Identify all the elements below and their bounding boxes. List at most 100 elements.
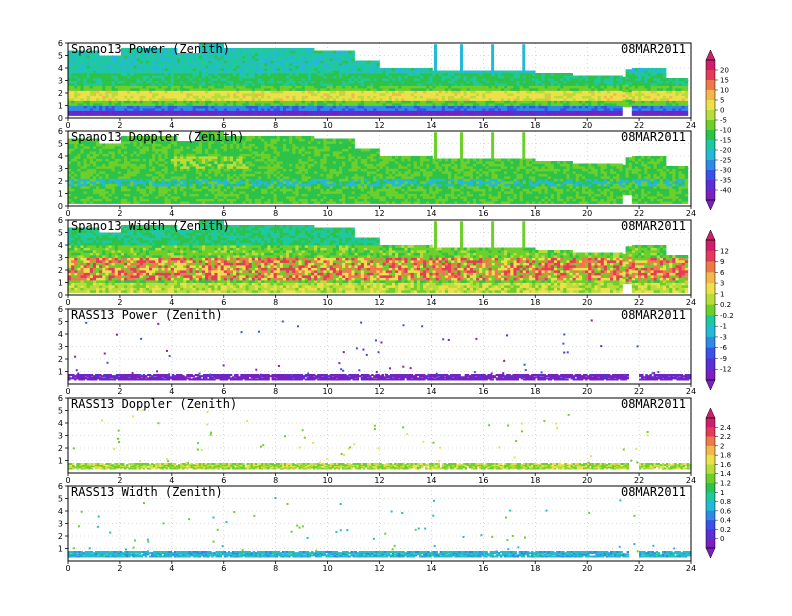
data-cell — [616, 113, 619, 116]
data-cell — [513, 71, 516, 74]
data-cell — [551, 98, 554, 101]
data-cell — [155, 101, 158, 104]
data-cell — [286, 101, 289, 104]
data-cell — [638, 103, 641, 106]
data-cell — [246, 113, 249, 116]
data-cell — [255, 53, 258, 56]
data-cell — [594, 111, 597, 114]
data-cell — [255, 88, 258, 91]
data-cell — [554, 91, 557, 94]
data-cell — [342, 101, 345, 104]
data-cell — [314, 98, 317, 101]
data-cell — [112, 73, 115, 76]
data-cell — [149, 106, 152, 109]
data-cell — [252, 101, 255, 104]
data-cell — [336, 98, 339, 101]
data-cell — [286, 48, 289, 51]
data-cell — [492, 113, 495, 116]
data-cell — [520, 83, 523, 86]
data-cell — [305, 81, 308, 84]
data-cell — [146, 108, 149, 111]
data-cell — [115, 154, 118, 157]
data-cell — [473, 83, 476, 86]
data-cell — [685, 93, 688, 96]
data-cell — [498, 101, 501, 104]
data-cell — [295, 91, 298, 94]
data-cell — [140, 103, 143, 106]
data-cell — [607, 96, 610, 99]
data-cell — [124, 71, 127, 74]
data-cell — [289, 88, 292, 91]
data-cell — [320, 83, 323, 86]
data-cell — [682, 81, 685, 84]
data-cell — [342, 108, 345, 111]
data-cell — [292, 66, 295, 69]
data-cell — [109, 159, 112, 162]
data-cell — [345, 101, 348, 104]
data-cell — [395, 91, 398, 94]
data-cell — [90, 161, 93, 164]
data-cell — [93, 154, 96, 157]
data-cell — [591, 78, 594, 81]
y-tick-label: 2 — [58, 89, 63, 98]
data-cell — [464, 108, 467, 111]
data-cell — [339, 106, 342, 109]
data-cell — [242, 103, 245, 106]
data-cell — [541, 73, 544, 76]
data-cell — [404, 71, 407, 74]
data-cell — [504, 81, 507, 84]
data-cell — [168, 113, 171, 116]
data-cell — [255, 98, 258, 101]
data-cell — [255, 91, 258, 94]
data-cell — [355, 103, 358, 106]
data-cell — [526, 98, 529, 101]
data-cell — [582, 91, 585, 94]
data-cell — [133, 111, 136, 114]
data-cell — [102, 181, 105, 184]
data-cell — [610, 76, 613, 79]
data-cell — [548, 113, 551, 116]
data-cell — [189, 91, 192, 94]
data-cell — [666, 93, 669, 96]
data-cell — [84, 68, 87, 71]
data-cell — [239, 91, 242, 94]
data-cell — [130, 96, 133, 99]
data-cell — [127, 76, 130, 79]
data-cell — [339, 83, 342, 86]
data-cell — [90, 156, 93, 159]
data-cell — [299, 113, 302, 116]
data-cell — [389, 73, 392, 76]
data-cell — [320, 53, 323, 56]
data-cell — [295, 73, 298, 76]
data-cell — [93, 191, 96, 194]
data-cell — [183, 88, 186, 91]
data-cell — [80, 159, 83, 162]
data-cell — [218, 113, 221, 116]
data-cell — [498, 103, 501, 106]
data-cell — [249, 108, 252, 111]
data-cell — [314, 66, 317, 69]
data-cell — [143, 106, 146, 109]
data-cell — [482, 113, 485, 116]
data-cell — [408, 88, 411, 91]
data-cell — [121, 181, 124, 184]
data-cell — [233, 108, 236, 111]
data-cell — [299, 61, 302, 64]
data-cell — [588, 108, 591, 111]
data-cell — [168, 101, 171, 104]
data-cell — [361, 106, 364, 109]
data-cell — [548, 93, 551, 96]
data-cell — [489, 103, 492, 106]
data-cell — [601, 101, 604, 104]
data-cell — [90, 96, 93, 99]
data-cell — [638, 81, 641, 84]
data-cell — [504, 108, 507, 111]
data-cell — [358, 88, 361, 91]
data-cell — [330, 81, 333, 84]
data-cell — [507, 108, 510, 111]
data-cell — [80, 154, 83, 157]
data-cell — [663, 93, 666, 96]
data-cell — [504, 71, 507, 74]
data-cell — [196, 91, 199, 94]
data-cell — [205, 58, 208, 61]
